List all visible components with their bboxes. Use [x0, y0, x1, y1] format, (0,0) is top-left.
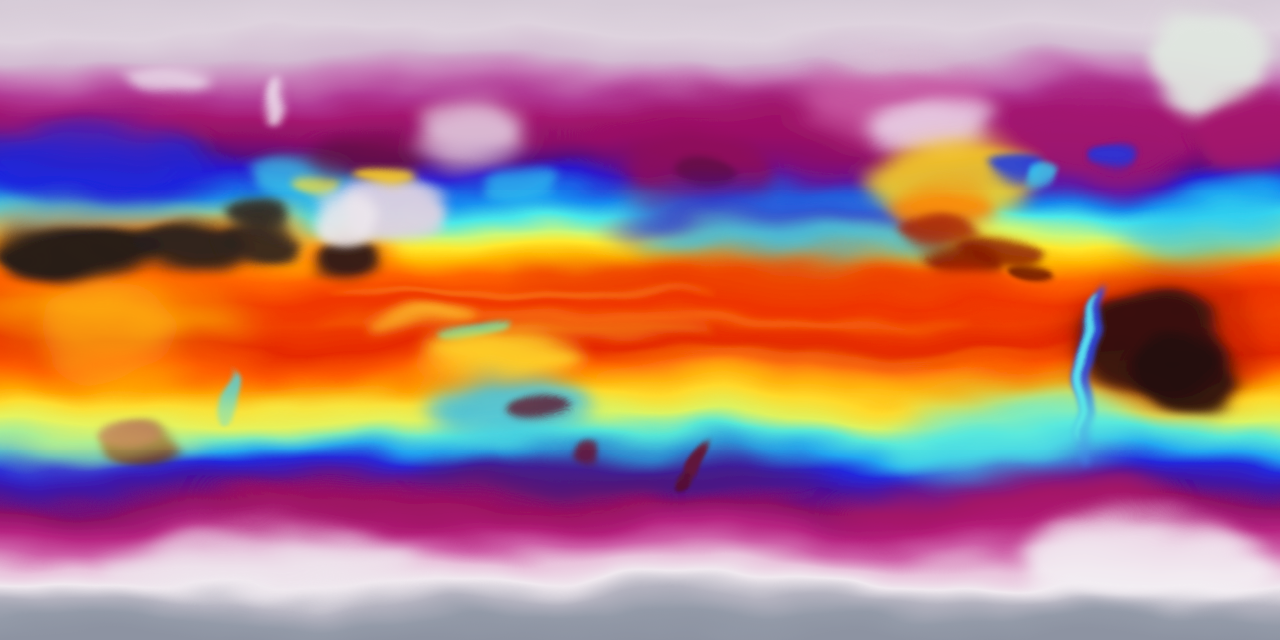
- antarctic-white-swirl: [1020, 525, 1270, 601]
- southern-ocean-purple-band: [420, 454, 820, 490]
- urals-white-streak: [270, 72, 286, 128]
- antarctic-white-left: [100, 534, 420, 590]
- west-canada-pale-pink: [865, 99, 1005, 151]
- n-pacific-vortex-core: [667, 164, 727, 196]
- scandinavia-pale-streak: [120, 65, 210, 95]
- tarim-yellow-basin: [355, 167, 415, 185]
- kamchatka-pale-region: [412, 105, 528, 165]
- southern-ocean-magenta-1: [190, 483, 670, 527]
- n-atlantic-magenta-swirl: [1200, 90, 1280, 180]
- hudson-bay-blue-patch: [1085, 143, 1135, 161]
- newfoundland-cyan-patch: [1024, 164, 1060, 180]
- tropics-texture-noise: [0, 190, 1280, 450]
- ne-canada-magenta-region: [980, 100, 1200, 180]
- europe-blue-region: [0, 127, 215, 203]
- southern-ocean-magenta-2: [840, 480, 1180, 530]
- greenland-pale-region: [1143, 10, 1267, 114]
